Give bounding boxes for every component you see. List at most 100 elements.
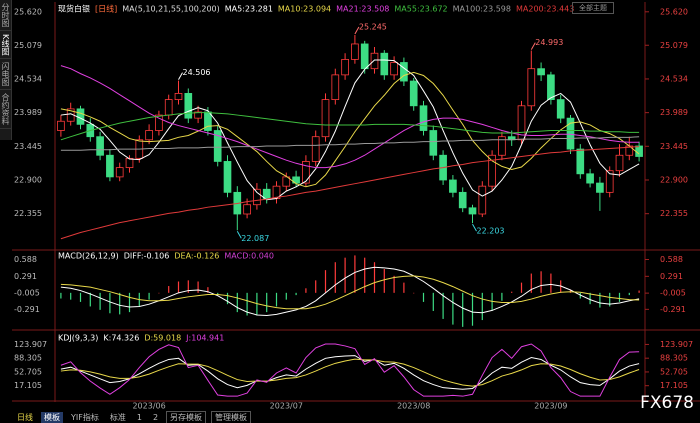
series-line (60, 59, 640, 201)
toolbar-button[interactable]: 模板 (41, 411, 63, 423)
histogram-bar (226, 292, 229, 305)
candle-body (380, 52, 389, 76)
panel-title: 现货白银 (58, 4, 90, 14)
histogram-bar (187, 280, 189, 293)
candle-body (311, 136, 320, 162)
x-tick-label: 2023/08 (397, 402, 430, 411)
histogram-bar (560, 280, 562, 293)
histogram-bar (246, 292, 248, 316)
legend-entry: K:74.326 (103, 334, 139, 343)
histogram-bar (364, 257, 366, 293)
candle-body (566, 117, 575, 150)
y-tick-label-left: 0.588 (14, 255, 37, 264)
candle-body (96, 136, 104, 156)
candle-body (478, 185, 487, 215)
candle-body (527, 68, 536, 107)
y-tick-label-left: 22.355 (14, 209, 42, 218)
theme-button[interactable]: 全部主题 (572, 2, 614, 14)
histogram-bar (177, 281, 180, 293)
candle-body (164, 99, 173, 116)
candle-body (106, 154, 114, 178)
y-tick-label-right: 25.079 (660, 41, 688, 50)
toolbar: 日线 模板 YIF指标 标准 1 2 另存模板 管理模板 (14, 410, 252, 423)
annotation-pointer (472, 223, 477, 232)
histogram-bar (422, 292, 425, 302)
sidebar-tab[interactable]: K线图 (0, 31, 11, 60)
candle-body (351, 43, 359, 60)
toolbar-button[interactable]: YIF指标 (71, 412, 99, 422)
annotation: 24.993 (535, 38, 563, 47)
histogram-bar (579, 292, 581, 299)
candle-body (576, 148, 585, 175)
y-tick-label-left: 17.105 (14, 381, 42, 390)
toolbar-button[interactable]: 另存模板 (166, 410, 207, 423)
y-tick-label-right: 17.105 (660, 381, 688, 390)
histogram-bar (89, 292, 91, 307)
candle-body (449, 179, 457, 193)
annotation-pointer (178, 72, 183, 80)
histogram-bar (79, 292, 82, 302)
legend-entry: D:59.018 (144, 334, 181, 343)
toolbar-button[interactable]: 管理模板 (211, 410, 252, 423)
legend-entry: MA100:23.598 (453, 5, 511, 14)
candle-body (498, 136, 506, 156)
y-tick-label-right: 0.291 (660, 272, 683, 281)
toolbar-button[interactable]: 1 (136, 412, 142, 422)
y-tick-label-right: 88.305 (660, 354, 688, 363)
annotation: 24.506 (183, 68, 211, 77)
x-tick-label: 2023/09 (534, 402, 567, 411)
histogram-bar (236, 292, 238, 313)
candle-body (194, 111, 202, 119)
y-tick-label-right: 22.355 (660, 209, 688, 218)
histogram-bar (334, 262, 336, 293)
sidebar-tab[interactable]: 分时图 (0, 0, 11, 31)
histogram-bar (383, 269, 385, 293)
candle-body (390, 62, 398, 76)
series-line (60, 343, 640, 397)
histogram-bar (99, 292, 101, 310)
candle-body (360, 43, 369, 70)
candle-body (341, 59, 349, 76)
y-tick-label-right: 52.705 (660, 367, 688, 376)
candle-body (556, 99, 565, 119)
histogram-bar (60, 292, 62, 299)
candle-body (615, 154, 624, 172)
histogram-bar (295, 292, 297, 296)
toolbar-button[interactable]: 日线 (17, 412, 33, 422)
histogram-bar (442, 292, 444, 319)
candle-body (321, 99, 330, 138)
histogram-bar (520, 282, 523, 293)
histogram-bar (148, 292, 150, 300)
histogram-bar (628, 292, 630, 296)
histogram-bar (599, 292, 601, 308)
candle-body (184, 93, 193, 119)
x-tick-label: 2023/06 (132, 402, 165, 411)
legend-entry: MACD:0.040 (224, 252, 274, 261)
annotation: 22.203 (477, 227, 505, 236)
series-line (60, 355, 640, 390)
candle-body (331, 74, 340, 101)
sidebar-tab[interactable]: 合约资料 (0, 90, 11, 130)
histogram-bar (501, 292, 503, 301)
toolbar-button[interactable]: 2 (152, 412, 159, 422)
histogram-bar (462, 292, 464, 327)
histogram-bar (109, 292, 111, 314)
histogram-bar (530, 273, 532, 293)
y-tick-label-right: 22.900 (660, 175, 688, 184)
histogram-bar (618, 292, 621, 302)
histogram-bar (354, 255, 356, 293)
candle-body (537, 68, 545, 76)
histogram-bar (168, 286, 170, 293)
candle-body (468, 207, 477, 215)
candle-body (302, 161, 310, 184)
y-tick-label-left: 23.989 (14, 108, 42, 117)
candle-body (57, 120, 65, 131)
panel-title: KDJ(9,3,3) (58, 334, 98, 343)
sidebar-tab[interactable]: 闪电图 (0, 59, 11, 91)
y-tick-label-right: 23.445 (660, 142, 688, 151)
y-tick-label-left: 52.705 (14, 367, 42, 376)
histogram-bar (266, 292, 268, 313)
toolbar-button[interactable]: 标准 (109, 412, 126, 422)
